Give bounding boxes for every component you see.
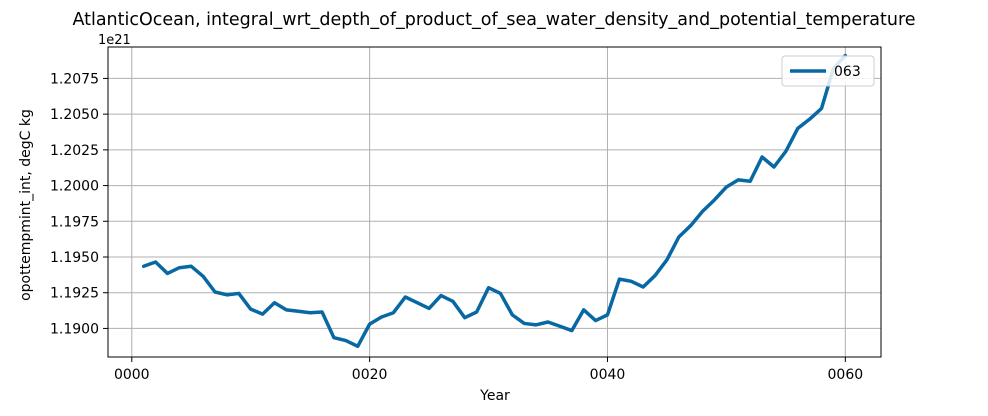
tick-marks [103, 77, 846, 362]
y-tick-label: 1.1975 [50, 214, 99, 230]
legend-box [781, 55, 875, 87]
legend: 063 [781, 55, 875, 87]
x-axis-label: Year [479, 388, 510, 404]
x-tick-label: 0000 [114, 367, 150, 383]
chart-title: AtlanticOcean, integral_wrt_depth_of_pro… [72, 10, 915, 30]
y-tick-label: 1.2050 [50, 107, 99, 123]
y-tick-label: 1.1900 [50, 321, 99, 337]
y-axis-offset-text: 1e21 [98, 33, 131, 48]
y-axis-label: opottempmint_int, degC kg [18, 109, 34, 301]
x-tick-label: 0060 [828, 367, 864, 383]
x-tick-label: 0020 [352, 367, 388, 383]
series-line [141, 53, 848, 349]
plot-frame [107, 46, 882, 358]
y-tick-label: 1.1950 [50, 250, 99, 266]
series-layer [141, 53, 848, 349]
y-tick-label: 1.2075 [50, 71, 99, 87]
legend-entry-label: 063 [834, 64, 861, 80]
axes [107, 46, 882, 358]
y-tick-label: 1.2000 [50, 179, 99, 195]
x-tick-labels: 0000 0020 0040 0060 [114, 367, 863, 383]
y-tick-label: 1.2025 [50, 143, 99, 159]
y-tick-labels: 1.1900 1.1925 1.1950 1.1975 1.2000 1.2025 1.20… [50, 71, 99, 337]
x-tick-label: 0040 [590, 367, 626, 383]
y-tick-label: 1.1925 [50, 286, 99, 302]
grid-lines [108, 47, 881, 357]
